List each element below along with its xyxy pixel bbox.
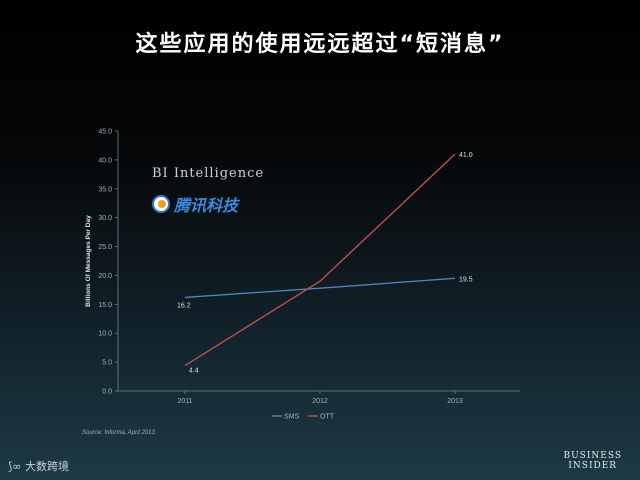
x-tick-label: 2013	[447, 398, 463, 405]
bi-intelligence-text: BI Intelligence	[152, 166, 265, 181]
legend-label-ott: OTT	[320, 414, 335, 421]
tencent-text: 腾讯科技	[174, 196, 239, 215]
legend-label-sms: SMS	[284, 414, 300, 421]
bi-intelligence-logo: BI Intelligence	[152, 166, 264, 181]
x-tick-label: 2011	[177, 398, 192, 405]
data-label-sms: 16.2	[177, 302, 191, 309]
watermark-text: ⟆∞ 大数跨境	[8, 458, 69, 474]
y-tick-label: 10.0	[98, 331, 112, 338]
y-tick-label: 30.0	[98, 215, 112, 222]
y-axis-label: Billions Of Messages Per Day	[85, 215, 92, 307]
series-line-sms	[184, 277, 456, 299]
series-line-ott	[184, 153, 456, 367]
x-tick-label: 2012	[312, 398, 328, 405]
y-tick-label: 45.0	[98, 129, 112, 136]
y-tick-label: 35.0	[98, 186, 112, 193]
y-tick-label: 0.0	[102, 389, 112, 396]
y-tick-label: 25.0	[98, 244, 112, 251]
y-tick-label: 40.0	[98, 157, 112, 164]
source-note: Source: Informa, April 2013	[82, 430, 155, 436]
data-label-sms: 19.5	[459, 276, 473, 283]
y-tick-label: 15.0	[98, 302, 112, 309]
data-label-ott: 4.4	[189, 368, 199, 375]
data-label-ott: 41.0	[459, 152, 473, 159]
watermark-logo-icon: ⟆∞	[8, 460, 22, 473]
tencent-logo: 腾讯科技	[152, 192, 238, 216]
business-insider-line2: INSIDER	[568, 461, 618, 471]
tencent-icon	[152, 195, 170, 213]
page-title: 这些应用的使用远远超过“短消息”	[135, 32, 505, 57]
watermark-label: 大数跨境	[24, 460, 69, 473]
y-tick-label: 5.0	[102, 360, 112, 367]
y-tick-label: 20.0	[98, 273, 112, 280]
business-insider-logo: BUSINESS INSIDER	[563, 451, 622, 471]
business-insider-line1: BUSINESS	[563, 451, 622, 461]
